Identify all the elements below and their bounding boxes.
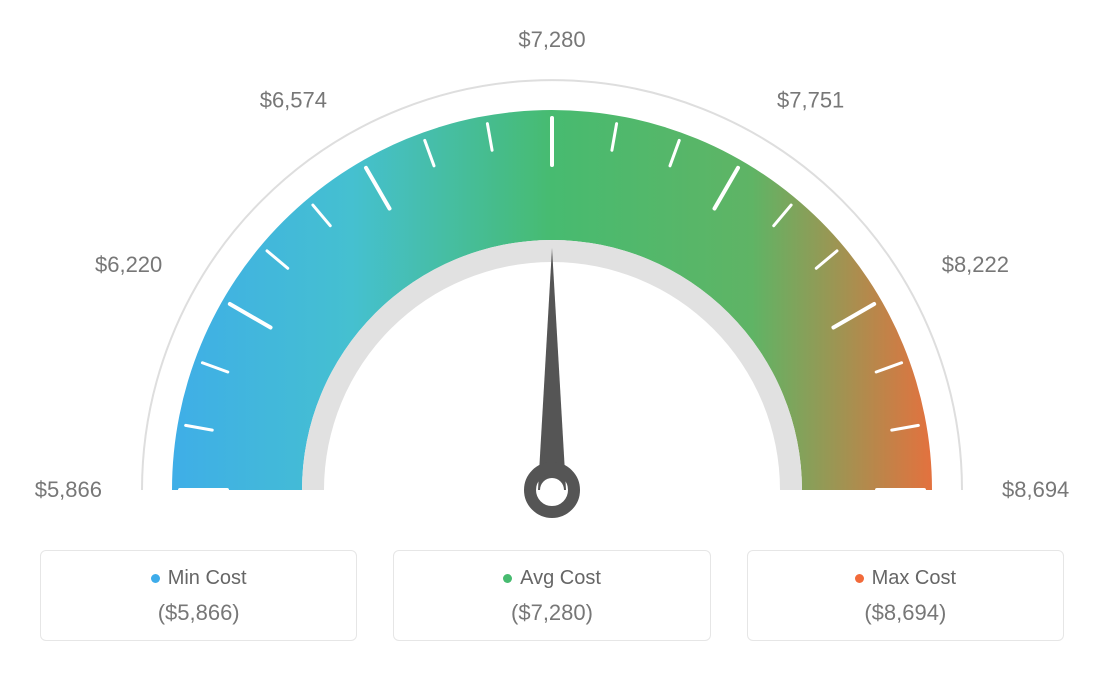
avg-cost-dot-icon: [503, 574, 512, 583]
max-cost-label: Max Cost: [872, 567, 956, 590]
svg-text:$5,866: $5,866: [35, 477, 102, 502]
avg-cost-value: ($7,280): [414, 600, 689, 626]
avg-cost-label-row: Avg Cost: [414, 567, 689, 590]
svg-text:$7,751: $7,751: [777, 87, 844, 112]
svg-text:$6,220: $6,220: [95, 252, 162, 277]
svg-text:$8,222: $8,222: [942, 252, 1009, 277]
min-cost-label-row: Min Cost: [61, 567, 336, 590]
svg-text:$8,694: $8,694: [1002, 477, 1069, 502]
max-cost-label-row: Max Cost: [768, 567, 1043, 590]
svg-text:$6,574: $6,574: [260, 87, 327, 112]
max-cost-dot-icon: [855, 574, 864, 583]
max-cost-value: ($8,694): [768, 600, 1043, 626]
svg-text:$7,280: $7,280: [518, 27, 585, 52]
min-cost-label: Min Cost: [168, 567, 247, 590]
gauge-svg: $5,866 $6,220 $6,574 $7,280 $7,751 $8,222 $8,6…: [0, 10, 1104, 570]
cost-gauge-chart: $5,866 $6,220 $6,574 $7,280 $7,751 $8,222 $8,6…: [0, 0, 1104, 560]
avg-cost-label: Avg Cost: [520, 567, 601, 590]
min-cost-value: ($5,866): [61, 600, 336, 626]
min-cost-dot-icon: [151, 574, 160, 583]
